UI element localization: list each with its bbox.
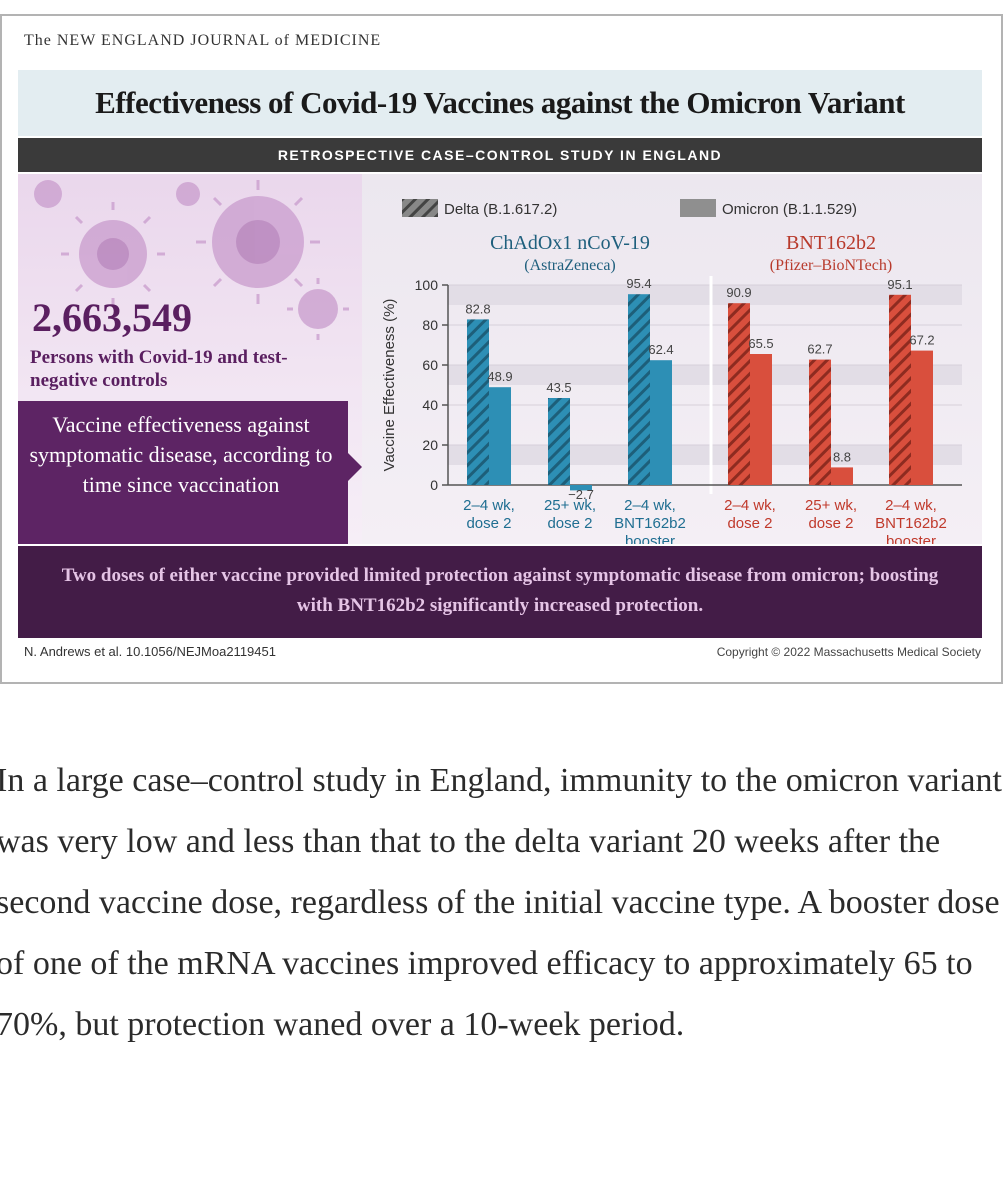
bar-delta — [548, 398, 570, 485]
virus-illustration — [34, 180, 349, 340]
y-tick-label: 80 — [422, 317, 438, 333]
legend-swatch-delta — [402, 199, 438, 217]
bar-omicron — [750, 354, 772, 485]
effectiveness-label-box — [18, 401, 362, 544]
data-label: 62.7 — [807, 342, 832, 357]
bar-omicron — [570, 485, 592, 491]
data-label: 82.8 — [465, 301, 490, 316]
infographic-subtitle: RETROSPECTIVE CASE–CONTROL STUDY IN ENGL… — [277, 147, 723, 163]
data-label: 8.8 — [833, 449, 851, 464]
article-paragraph: In a large case–control study in England… — [0, 762, 1002, 1043]
bar-omicron — [489, 387, 511, 485]
x-category-label: 25+ wk, — [544, 497, 596, 514]
data-label: 43.5 — [546, 380, 571, 395]
subtitle-band: RETROSPECTIVE CASE–CONTROL STUDY IN ENGL… — [18, 138, 982, 172]
y-tick-label: 0 — [430, 477, 438, 493]
grid-band — [448, 445, 962, 465]
panel-title-manufacturer: (Pfizer–BioNTech) — [770, 257, 892, 274]
infographic-title: Effectiveness of Covid-19 Vaccines again… — [95, 85, 905, 120]
grid-band — [448, 365, 962, 385]
bar-delta — [889, 294, 911, 485]
x-category-label: 25+ wk, — [805, 497, 857, 514]
conclusion-text: Two doses of either vaccine provided lim… — [61, 565, 939, 616]
x-category-label: dose 2 — [808, 515, 853, 532]
data-label: −2.7 — [568, 487, 594, 502]
x-category-label: BNT162b2 — [875, 515, 947, 532]
panel-title-vaccine: BNT162b2 — [786, 232, 876, 254]
y-axis-label: Vaccine Effectiveness (%) — [381, 299, 398, 472]
x-category-label: 2–4 wk, — [624, 497, 676, 514]
panel-title-manufacturer: (AstraZeneca) — [524, 257, 616, 274]
x-category-label: dose 2 — [547, 515, 592, 532]
panel-title-vaccine: ChAdOx1 nCoV-19 — [490, 232, 650, 254]
copyright: Copyright © 2022 Massachusetts Medical S… — [716, 645, 981, 659]
data-label: 95.1 — [887, 277, 912, 292]
y-tick-label: 60 — [422, 357, 438, 373]
x-category-label: booster — [886, 533, 936, 544]
x-category-label: dose 2 — [727, 515, 772, 532]
y-tick-label: 40 — [422, 397, 438, 413]
participant-count: 2,663,549 — [32, 295, 192, 340]
bar-delta — [728, 303, 750, 485]
x-category-label: 2–4 wk, — [885, 497, 937, 514]
x-category-label: 2–4 wk, — [463, 497, 515, 514]
x-category-label: 2–4 wk, — [724, 497, 776, 514]
legend-label-omicron: Omicron (B.1.1.529) — [722, 201, 857, 218]
bar-delta — [628, 294, 650, 485]
journal-name: The NEW ENGLAND JOURNAL of MEDICINE — [24, 32, 382, 49]
data-label: 62.4 — [648, 342, 673, 357]
data-label: 90.9 — [726, 285, 751, 300]
x-category-label: BNT162b2 — [614, 515, 686, 532]
infographic-card: The NEW ENGLAND JOURNAL of MEDICINE Effe… — [0, 14, 1003, 684]
y-tick-label: 100 — [415, 277, 439, 293]
title-band: Effectiveness of Covid-19 Vaccines again… — [18, 70, 982, 136]
grid-band — [448, 285, 962, 305]
bar-omicron — [911, 350, 933, 485]
participant-count-label: Persons with Covid-19 and test-negative … — [30, 347, 288, 391]
citation: N. Andrews et al. 10.1056/NEJMoa2119451 — [24, 644, 276, 659]
bar-delta — [809, 359, 831, 485]
data-label: 65.5 — [748, 336, 773, 351]
conclusion-band: Two doses of either vaccine provided lim… — [18, 546, 982, 638]
virus-icon — [298, 289, 338, 329]
data-label: 67.2 — [909, 333, 934, 348]
virus-icon — [176, 182, 200, 206]
data-label: 48.9 — [487, 369, 512, 384]
x-category-label: dose 2 — [466, 515, 511, 532]
legend-swatch-omicron — [680, 199, 716, 217]
y-tick-label: 20 — [422, 437, 438, 453]
virus-icon — [34, 180, 62, 208]
x-category-label: booster — [625, 533, 675, 544]
bar-omicron — [650, 360, 672, 485]
vaccine-effectiveness-chart: Delta (B.1.617.2) Omicron (B.1.1.529) 0 20 4… — [381, 199, 962, 544]
bar-omicron — [831, 467, 853, 485]
effectiveness-label: Vaccine effectiveness against symptomati… — [29, 412, 333, 497]
bar-delta — [467, 319, 489, 485]
data-label: 95.4 — [626, 276, 651, 291]
chart-panel: Delta (B.1.617.2) Omicron (B.1.1.529) 0 20 4… — [362, 174, 982, 544]
legend-label-delta: Delta (B.1.617.2) — [444, 201, 557, 218]
